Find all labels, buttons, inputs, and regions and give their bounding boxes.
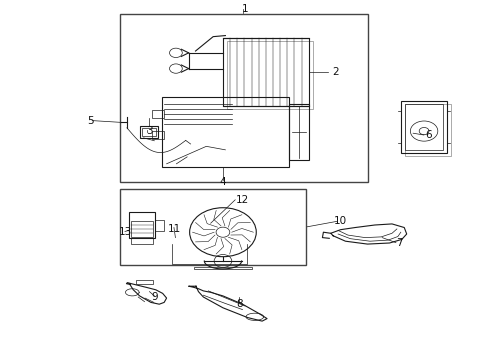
Text: 1: 1	[242, 4, 248, 14]
Bar	[155, 220, 164, 230]
Bar	[162, 97, 289, 167]
Text: 8: 8	[236, 299, 243, 309]
Text: 6: 6	[425, 130, 432, 140]
Bar	[140, 126, 158, 138]
Bar	[405, 104, 443, 150]
Text: 3: 3	[146, 126, 153, 136]
Bar	[227, 41, 313, 109]
Text: 13: 13	[118, 227, 132, 237]
Bar	[194, 267, 252, 269]
Bar	[120, 14, 368, 182]
Bar	[152, 131, 164, 139]
Bar	[401, 101, 447, 153]
Bar	[142, 128, 156, 136]
Text: 5: 5	[87, 116, 94, 126]
Bar	[129, 212, 155, 238]
Bar	[289, 104, 309, 160]
Text: 12: 12	[236, 195, 249, 205]
Bar	[405, 104, 451, 156]
Bar	[152, 110, 164, 118]
Text: 4: 4	[220, 177, 226, 187]
Bar	[131, 221, 153, 237]
Bar	[223, 38, 309, 106]
Text: 7: 7	[396, 238, 403, 248]
Bar	[120, 189, 306, 265]
Bar	[131, 238, 153, 244]
Bar	[136, 280, 153, 284]
Text: 2: 2	[332, 67, 339, 77]
Text: 10: 10	[334, 216, 347, 226]
Text: 11: 11	[167, 224, 181, 234]
Text: 9: 9	[151, 292, 158, 302]
